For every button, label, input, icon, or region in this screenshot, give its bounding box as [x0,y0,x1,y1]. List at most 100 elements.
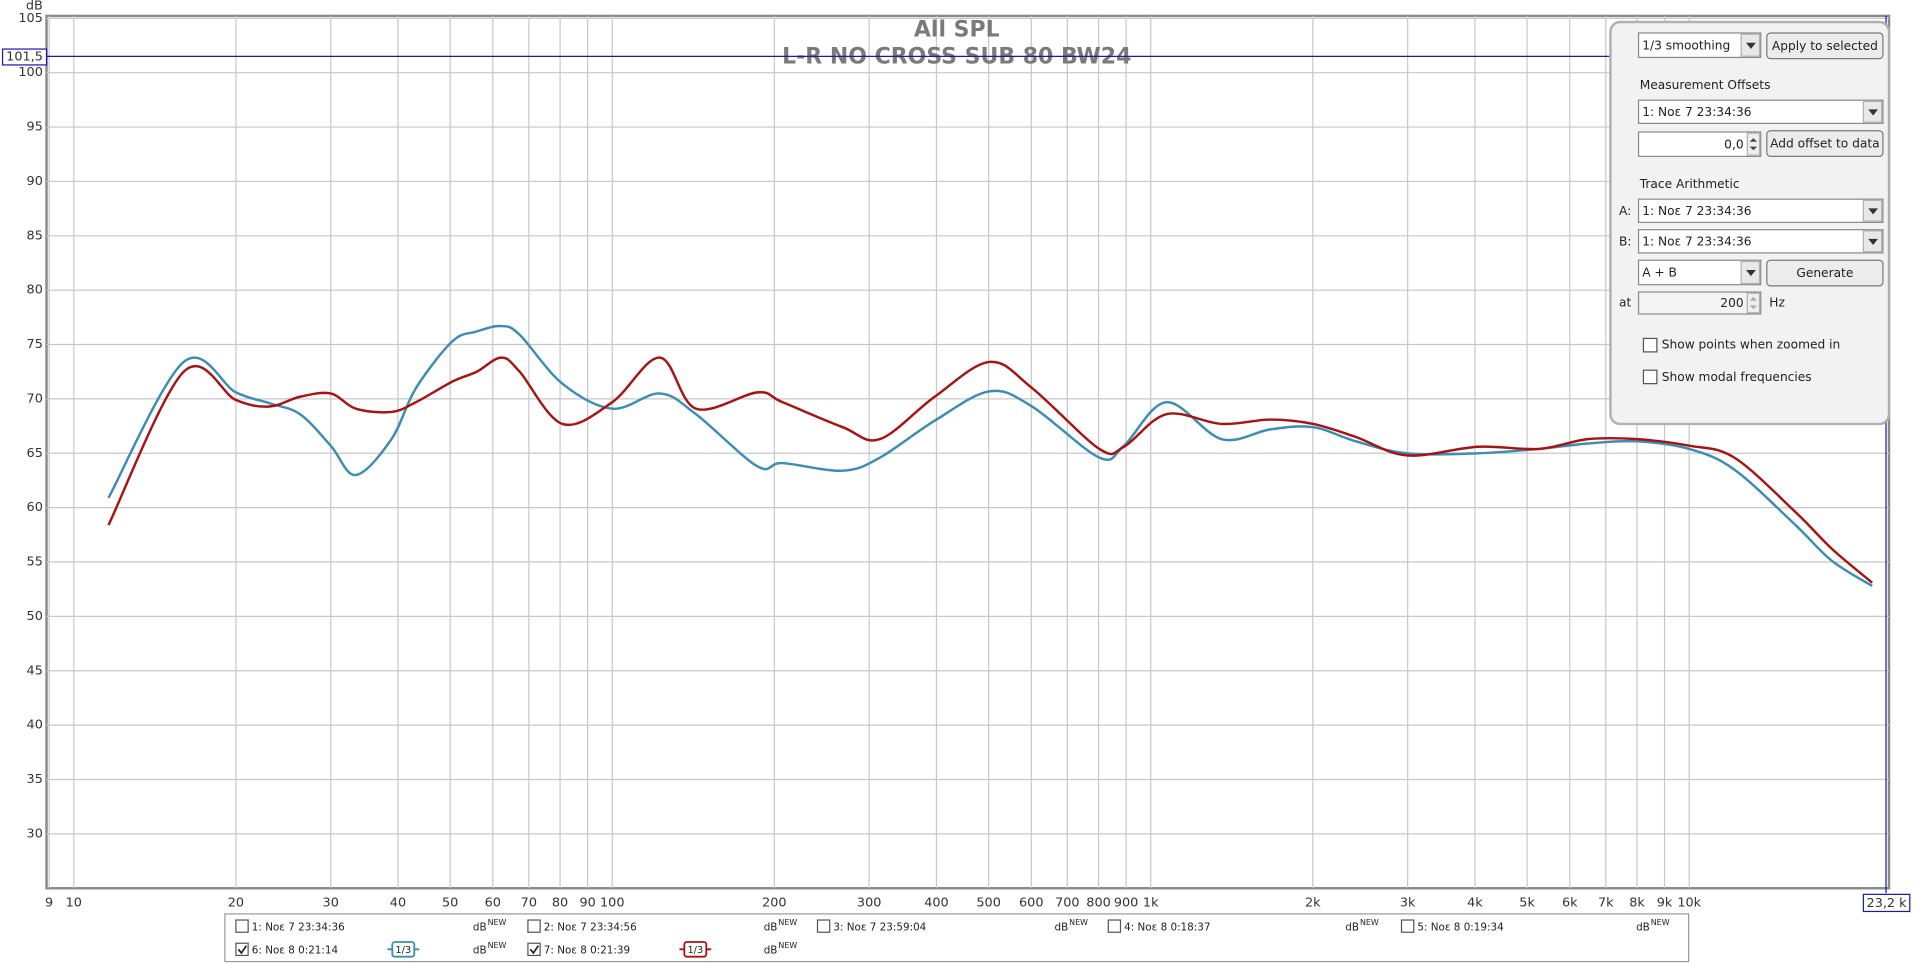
apply-button-label: Apply to selected [1772,39,1878,53]
apply-button[interactable] [1766,32,1884,60]
legend-unit: dB [764,945,778,957]
offset-button-label: Add offset to data [1770,137,1880,151]
x-tick-label: 800 [1086,895,1110,910]
generate-button-label: Generate [1796,266,1853,280]
legend-unit-tag: NEW [1360,918,1379,927]
x-tick-label: 4k [1467,895,1483,910]
x-tick-label: 100 [600,895,624,910]
dropdown-arrow [1746,270,1756,277]
x-tick-label: 300 [857,895,881,910]
spinner-buttons[interactable] [1746,132,1761,156]
y-tick-label: 90 [27,174,43,189]
measurement-checkbox[interactable] [1400,919,1415,933]
x-tick-label: 200 [762,895,786,910]
y-tick-label: 35 [27,772,43,787]
series-line [107,356,1873,584]
y-tick-label: 45 [27,663,43,678]
y-tick-label: 30 [27,826,43,841]
spinner-arrows [1749,296,1758,310]
offset-select[interactable] [1637,99,1884,125]
x-tick-label: 3k [1400,895,1416,910]
x-tick-label: 30 [323,895,339,910]
smoothing-select-value: 1/3 smoothing [1642,38,1730,52]
smoothing-badge [683,941,708,958]
control-panel: 1/3 smoothing Apply to selected Measuremen… [1609,20,1891,426]
x-tick-label: 5k [1519,895,1535,910]
at-unit: Hz [1769,296,1785,310]
spinner-buttons[interactable] [1746,292,1761,314]
spinner-arrows [1749,138,1758,151]
x-tick-label: 20 [228,895,244,910]
y-tick-label: 100 [18,65,42,80]
trace-b-select[interactable] [1637,229,1884,254]
y-tick-label: 105 [18,11,42,26]
offset-input-value: 0,0 [1724,137,1743,151]
y-tick-label: 60 [27,500,43,515]
x-tick-label: 80 [552,895,568,910]
y-tick-label: 50 [27,609,43,624]
generate-button[interactable] [1766,259,1884,287]
x-tick-label: 900 [1114,895,1138,910]
chart-title: All SPL [914,18,1000,43]
cursor-y-label: 101,5 [6,49,43,64]
legend-box [224,913,1690,963]
legend-entry: 6: Noε 8 0:21:14 [252,945,339,957]
legend-unit: dB [1345,921,1359,933]
measurement-checkbox[interactable] [816,919,831,933]
measurement-checkbox[interactable] [235,919,249,933]
legend-unit-tag: NEW [488,918,507,927]
y-tick-label: 55 [27,555,43,570]
x-tick-label: 50 [442,895,458,910]
x-tick-label: 10 [66,895,82,910]
x-tick-label: 400 [924,895,948,910]
x-tick-label: 6k [1562,895,1578,910]
operation-select[interactable] [1637,259,1762,286]
legend-unit: dB [764,921,778,933]
arithmetic-title: Trace Arithmetic [1639,177,1740,191]
measurement-name: 5: Noε 8 0:19:34 [1417,921,1504,933]
legend-unit-tag: NEW [778,918,797,927]
y-tick-label: 75 [27,337,43,352]
y-tick-label: 40 [27,718,43,733]
offset-button[interactable] [1766,130,1884,158]
cursor-x-box [1862,893,1911,913]
legend-unit: dB [473,945,487,957]
legend-entry: 7: Noε 8 0:21:39 [544,945,630,957]
x-tick-label: 7k [1598,895,1614,910]
y-axis-label: dB [26,0,43,14]
show-modal-label: Show modal frequencies [1662,370,1812,384]
offsets-title: Measurement Offsets [1640,78,1771,92]
smoothing-badge-label: 1/3 [395,945,411,956]
show-points-checkbox[interactable] [1642,337,1658,353]
smoothing-select[interactable] [1637,32,1762,59]
check-mark [237,945,248,955]
y-tick-label: 70 [27,391,43,406]
x-tick-label: 600 [1019,895,1043,910]
dropdown-arrow [1868,238,1879,245]
check-mark [529,945,540,955]
legend-unit: dB [1055,921,1069,933]
legend-unit-tag: NEW [488,941,507,950]
plot-area [45,14,1891,890]
grid [46,15,1890,889]
legend-unit-tag: NEW [1069,918,1088,927]
operation-select-value: A + B [1642,266,1677,280]
dropdown-arrow [1868,208,1879,215]
offset-input[interactable] [1637,131,1762,158]
x-tick-label: 10k [1677,895,1701,910]
show-points-label: Show points when zoomed in [1662,338,1840,352]
measurement-checkbox[interactable] [1107,919,1122,933]
at-input[interactable] [1637,291,1762,315]
trace-b-select-value: 1: Noε 7 23:34:36 [1642,234,1751,248]
show-modal-checkbox[interactable] [1642,369,1658,385]
smoothing-badge [391,941,416,958]
x-tick-label: 8k [1629,895,1645,910]
x-tick-label: 60 [485,895,501,910]
trace-a-select[interactable] [1637,198,1884,223]
x-tick-label: 9k [1657,895,1673,910]
measurement-checkbox[interactable] [527,919,541,933]
x-tick-label: 1k [1143,895,1159,910]
legend-unit: dB [473,921,487,933]
